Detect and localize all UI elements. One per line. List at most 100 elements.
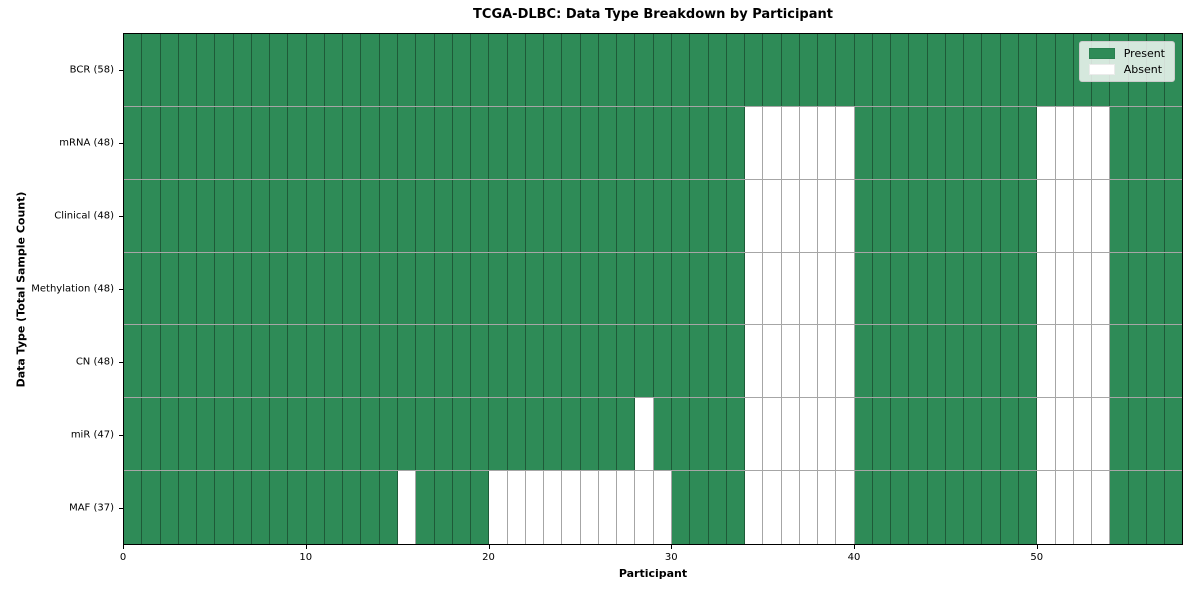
heatmap-cell <box>1146 106 1166 179</box>
heatmap-cell <box>489 106 508 179</box>
heatmap-cell <box>799 252 819 325</box>
heatmap-cell <box>124 252 143 325</box>
heatmap-cell <box>836 252 855 325</box>
heatmap-cell <box>306 471 325 544</box>
heatmap-cell <box>397 252 417 325</box>
x-tick-label: 10 <box>299 552 313 563</box>
heatmap-cell <box>233 34 252 106</box>
heatmap-cell <box>434 179 453 252</box>
heatmap-cell <box>1037 34 1056 106</box>
heatmap-cell <box>452 252 472 325</box>
y-tick-mark <box>119 215 123 217</box>
heatmap-cell <box>233 179 252 252</box>
y-tick-label: mRNA (48) <box>59 137 114 149</box>
heatmap-cell <box>653 179 672 252</box>
heatmap-cell <box>854 325 873 398</box>
heatmap-cell <box>891 34 910 106</box>
heatmap-cell <box>562 34 581 106</box>
heatmap-cell <box>781 179 800 252</box>
heatmap-cell <box>598 398 618 471</box>
heatmap-cell <box>635 34 654 106</box>
heatmap-cell <box>471 106 490 179</box>
heatmap-cell <box>1000 34 1020 106</box>
heatmap-cell <box>142 179 161 252</box>
heatmap-cell <box>781 325 800 398</box>
heatmap-cell <box>671 34 691 106</box>
heatmap-cell <box>434 34 453 106</box>
heatmap-row <box>124 398 1183 472</box>
heatmap-cell <box>1019 106 1038 179</box>
heatmap-cell <box>233 106 252 179</box>
heatmap-cell <box>708 252 727 325</box>
heatmap-cell <box>178 34 198 106</box>
y-tick-mark <box>119 289 123 290</box>
heatmap-cell <box>434 106 453 179</box>
heatmap-cell <box>818 471 837 544</box>
heatmap-cell <box>471 34 490 106</box>
heatmap-cell <box>1073 471 1093 544</box>
heatmap-cell <box>562 471 581 544</box>
heatmap-cell <box>489 252 508 325</box>
heatmap-cell <box>1165 252 1183 325</box>
heatmap-cell <box>854 106 873 179</box>
heatmap-cell <box>635 398 654 471</box>
heatmap-cell <box>598 106 618 179</box>
heatmap-cell <box>1128 106 1147 179</box>
heatmap-cell <box>598 471 618 544</box>
heatmap-cell <box>379 398 398 471</box>
heatmap-cell <box>1110 252 1129 325</box>
heatmap-cell <box>781 34 800 106</box>
heatmap-cell <box>1000 179 1020 252</box>
x-tick-label: 0 <box>119 552 127 563</box>
heatmap-cell <box>452 325 472 398</box>
heatmap-cell <box>416 471 435 544</box>
heatmap-cell <box>580 398 599 471</box>
heatmap-cell <box>708 34 727 106</box>
heatmap-cell <box>324 179 344 252</box>
heatmap-cell <box>617 252 636 325</box>
heatmap-cell <box>799 179 819 252</box>
heatmap-cell <box>982 34 1001 106</box>
heatmap-cell <box>251 398 271 471</box>
legend: Present Absent <box>1078 41 1175 82</box>
heatmap-cell <box>507 471 526 544</box>
heatmap-cell <box>197 471 216 544</box>
heatmap-cell <box>598 179 618 252</box>
heatmap-cell <box>580 471 599 544</box>
heatmap-cell <box>251 471 271 544</box>
heatmap-cell <box>452 106 472 179</box>
heatmap-cell <box>324 106 344 179</box>
heatmap-cell <box>854 34 873 106</box>
heatmap-cell <box>763 179 782 252</box>
heatmap-cell <box>1165 179 1183 252</box>
x-tick-mark <box>305 545 307 549</box>
heatmap-cell <box>343 34 362 106</box>
heatmap-cell <box>124 34 143 106</box>
heatmap-cell <box>1055 106 1074 179</box>
heatmap-cell <box>1000 471 1020 544</box>
heatmap-cell <box>818 398 837 471</box>
heatmap-cell <box>945 106 965 179</box>
heatmap-cell <box>416 252 435 325</box>
heatmap-cell <box>690 325 709 398</box>
heatmap-cell <box>1128 325 1147 398</box>
heatmap-cell <box>763 106 782 179</box>
heatmap-cell <box>1037 471 1056 544</box>
heatmap-cell <box>763 325 782 398</box>
heatmap-cell <box>635 106 654 179</box>
heatmap-cell <box>690 106 709 179</box>
heatmap-cell <box>909 106 928 179</box>
heatmap-cell <box>909 34 928 106</box>
heatmap-cell <box>945 179 965 252</box>
heatmap-cell <box>635 471 654 544</box>
heatmap-cell <box>379 252 398 325</box>
heatmap-cell <box>397 325 417 398</box>
y-tick-label: MAF (37) <box>69 502 114 514</box>
heatmap-cell <box>818 34 837 106</box>
heatmap-cell <box>1073 398 1093 471</box>
heatmap-cell <box>233 252 252 325</box>
heatmap-cell <box>544 325 563 398</box>
heatmap-cell <box>471 471 490 544</box>
heatmap-cell <box>544 179 563 252</box>
heatmap-cell <box>1110 325 1129 398</box>
